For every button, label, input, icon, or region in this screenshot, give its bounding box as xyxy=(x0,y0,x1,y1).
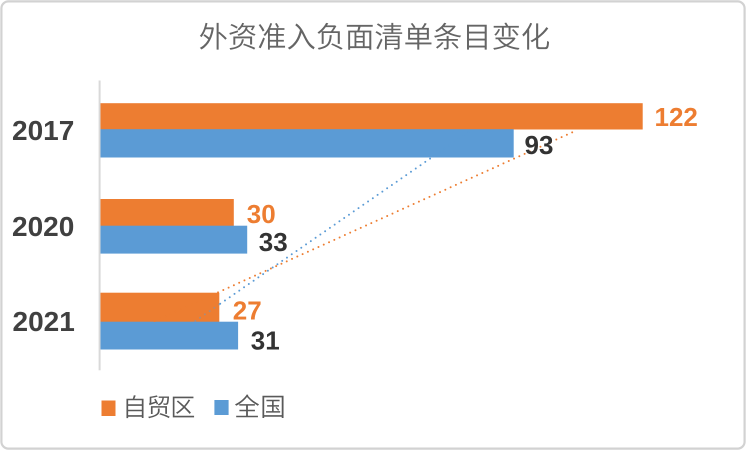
svg-text:27: 27 xyxy=(233,296,262,326)
svg-text:122: 122 xyxy=(655,102,698,132)
svg-text:31: 31 xyxy=(251,325,280,355)
svg-text:2017: 2017 xyxy=(12,115,74,146)
svg-text:2021: 2021 xyxy=(13,306,75,337)
svg-text:30: 30 xyxy=(247,199,276,229)
svg-text:2020: 2020 xyxy=(12,211,74,242)
svg-text:93: 93 xyxy=(525,130,554,160)
svg-text:33: 33 xyxy=(259,227,288,257)
